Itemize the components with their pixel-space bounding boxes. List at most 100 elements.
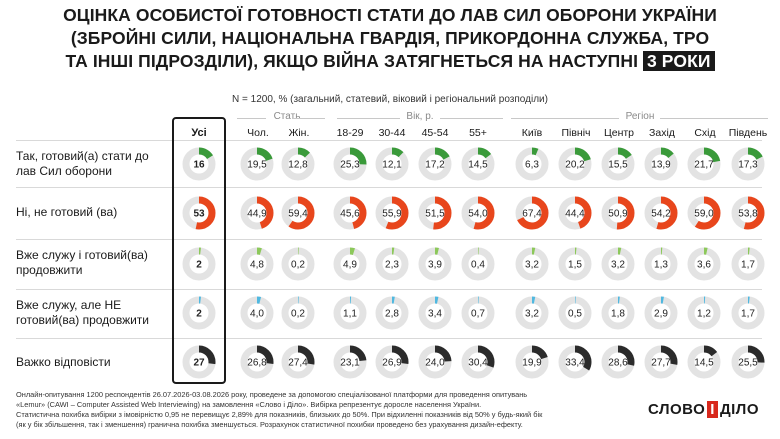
footer-note: Онлайн-опитування 1200 респондентів 26.0… bbox=[16, 390, 606, 430]
donut-value-label: 1,1 bbox=[343, 309, 357, 320]
donut-arc bbox=[731, 345, 765, 379]
donut-arc bbox=[333, 247, 367, 281]
donut-value-label: 0,5 bbox=[568, 309, 582, 320]
donut-value-label: 14,5 bbox=[468, 160, 488, 171]
row-label-hard-to-say: Важко відповісти bbox=[16, 355, 111, 369]
donut-value-label: 13,9 bbox=[651, 160, 671, 171]
donut-arc bbox=[515, 147, 549, 181]
donut-arc bbox=[240, 345, 274, 379]
column-header-all: Усі bbox=[191, 127, 207, 139]
donut-arc bbox=[418, 196, 452, 230]
donut-value-label: 25,3 bbox=[340, 160, 360, 171]
donut-value-label: 23,1 bbox=[340, 358, 360, 369]
logo-mark: І bbox=[707, 401, 718, 418]
donut-arc bbox=[601, 247, 635, 281]
row-separator bbox=[16, 239, 762, 240]
group-line-region-left bbox=[511, 118, 619, 119]
donut-arc bbox=[644, 196, 678, 230]
donut-arc bbox=[281, 196, 315, 230]
donut-arc bbox=[731, 196, 765, 230]
footer-line: (як у бік збільшення, так і зменшення) г… bbox=[16, 420, 523, 429]
donut-value-label: 17,2 bbox=[425, 160, 445, 171]
donut-arc bbox=[375, 247, 409, 281]
donut-arc bbox=[182, 196, 216, 230]
donut-value-label: 44,4 bbox=[565, 209, 585, 220]
group-line-age-left bbox=[337, 118, 400, 119]
donut-value-label: 30,4 bbox=[468, 358, 488, 369]
donut-value-label: 54,2 bbox=[651, 209, 671, 220]
donut-value-label: 26,9 bbox=[382, 358, 402, 369]
donut-arc bbox=[182, 247, 216, 281]
title-highlight: 3 РОКИ bbox=[643, 51, 715, 71]
donut-value-label: 4,9 bbox=[343, 260, 357, 271]
donut-value-label: 1,3 bbox=[654, 260, 668, 271]
footer-line: Онлайн-опитування 1200 респондентів 26.0… bbox=[16, 390, 528, 399]
donut-value-label: 4,0 bbox=[250, 309, 264, 320]
donut-arc bbox=[515, 296, 549, 330]
donut-value-label: 59,4 bbox=[288, 209, 308, 220]
donut-arc bbox=[240, 147, 274, 181]
donut-arc bbox=[515, 247, 549, 281]
donut-value-label: 12,8 bbox=[288, 160, 308, 171]
donut-value-label: 59,0 bbox=[694, 209, 714, 220]
donut-arc bbox=[731, 247, 765, 281]
donut-value-label: 24,0 bbox=[425, 358, 445, 369]
donut-arc bbox=[375, 345, 409, 379]
donut-arc bbox=[601, 147, 635, 181]
column-header-east: Схід bbox=[694, 127, 716, 139]
donut-value-label: 54,0 bbox=[468, 209, 488, 220]
donut-value-label: 67,4 bbox=[522, 209, 542, 220]
donut-arc bbox=[375, 196, 409, 230]
donut-arc bbox=[461, 296, 495, 330]
donut-arc bbox=[182, 296, 216, 330]
column-header-center: Центр bbox=[603, 127, 635, 139]
row-separator bbox=[16, 187, 762, 188]
title-line-3: ТА ІНШІ ПІДРОЗДІЛИ), ЯКЩО ВІЙНА ЗАТЯГНЕТ… bbox=[0, 50, 780, 73]
donut-arc bbox=[281, 296, 315, 330]
donut-value-label: 2,9 bbox=[654, 309, 668, 320]
donut-arc bbox=[687, 345, 721, 379]
donut-arc bbox=[687, 196, 721, 230]
donut-arc bbox=[375, 296, 409, 330]
donut-value-label: 25,5 bbox=[738, 358, 758, 369]
donut-value-label: 1,2 bbox=[697, 309, 711, 320]
group-header-region: Регіон bbox=[625, 111, 655, 122]
group-line-age-right bbox=[440, 118, 503, 119]
donut-value-label: 3,4 bbox=[428, 309, 442, 320]
donut-arc bbox=[601, 296, 635, 330]
group-line-sex-left bbox=[237, 118, 266, 119]
donut-value-label: 0,7 bbox=[471, 309, 485, 320]
donut-arc bbox=[731, 296, 765, 330]
donut-value-label: 4,8 bbox=[250, 260, 264, 271]
donut-value-label: 0,2 bbox=[291, 260, 305, 271]
donut-arc bbox=[644, 345, 678, 379]
row-label-serving-ready: Вже служу і готовий(ва) продовжити bbox=[16, 248, 148, 277]
donut-value-label: 53 bbox=[193, 209, 205, 220]
footer-line: Статистична похибка вибірки з імовірніст… bbox=[16, 410, 543, 419]
column-header-west: Захід bbox=[649, 127, 675, 139]
group-header-sex: Стать bbox=[273, 111, 301, 122]
chart-subtitle: N = 1200, % (загальний, статевий, вікови… bbox=[232, 94, 548, 105]
row-separator bbox=[16, 140, 762, 141]
total-column-highlight bbox=[172, 117, 226, 384]
column-header-age-30-44: 30-44 bbox=[378, 127, 406, 139]
column-header-female: Жін. bbox=[288, 127, 310, 139]
donut-value-label: 27,7 bbox=[651, 358, 671, 369]
donut-arc bbox=[687, 296, 721, 330]
donut-value-label: 3,2 bbox=[611, 260, 625, 271]
row-label-ready: Так, готовий(а) стати до лав Сил оборони bbox=[16, 149, 149, 178]
donut-arc bbox=[558, 296, 592, 330]
donut-arc bbox=[644, 147, 678, 181]
row-separator bbox=[16, 338, 762, 339]
donut-value-label: 1,5 bbox=[568, 260, 582, 271]
donut-arc bbox=[461, 345, 495, 379]
donut-arc bbox=[461, 196, 495, 230]
donut-arc bbox=[333, 296, 367, 330]
donut-value-label: 2,8 bbox=[385, 309, 399, 320]
donut-value-label: 26,8 bbox=[247, 358, 267, 369]
donut-arc bbox=[644, 247, 678, 281]
donut-arc bbox=[601, 345, 635, 379]
donut-value-label: 17,3 bbox=[738, 160, 758, 171]
donut-arc bbox=[515, 345, 549, 379]
